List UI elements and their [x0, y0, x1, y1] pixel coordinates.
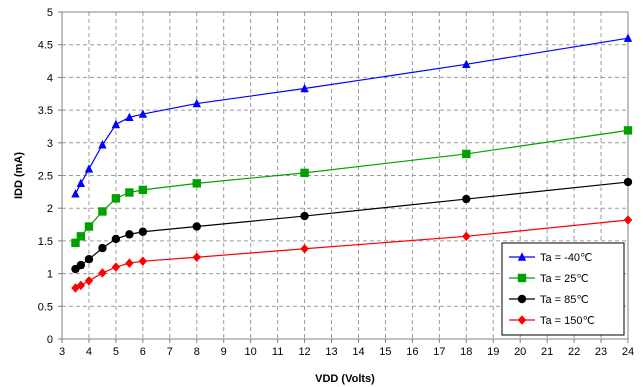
- x-axis: 3 4 5 6 7 8 9 10 11 12 13 14 15 16 17 18 19 20 21 22 23 24: [59, 339, 634, 358]
- legend-label: Ta = -40℃: [540, 252, 592, 264]
- data-point: [462, 231, 471, 242]
- x-tick-label: 18: [460, 346, 472, 358]
- data-point: [300, 244, 309, 254]
- data-point: [76, 260, 86, 270]
- x-tick-label: 3: [59, 346, 65, 358]
- x-tick-label: 12: [298, 346, 310, 358]
- data-point: [111, 262, 121, 272]
- data-point: [76, 178, 86, 188]
- data-point: [125, 112, 134, 121]
- y-tick-label: 0.5: [38, 301, 53, 313]
- data-point: [71, 283, 80, 293]
- x-tick-label: 13: [325, 346, 337, 358]
- data-point: [98, 243, 107, 253]
- x-tick-label: 19: [487, 346, 499, 358]
- data-point: [71, 189, 80, 198]
- data-point: [125, 258, 134, 268]
- series-line: [74, 37, 629, 195]
- data-point: [84, 164, 94, 173]
- x-tick-label: 24: [622, 346, 634, 358]
- x-tick-label: 9: [221, 346, 227, 358]
- y-tick-label: 2: [47, 203, 53, 215]
- data-point: [76, 280, 86, 291]
- data-point: [84, 276, 94, 286]
- legend-marker: [517, 294, 527, 304]
- data-point: [462, 59, 471, 69]
- x-tick-label: 7: [167, 346, 173, 358]
- y-tick-label: 1: [47, 269, 53, 281]
- series-ta-25: [71, 126, 633, 248]
- x-tick-label: 6: [140, 346, 146, 358]
- x-tick-label: 11: [272, 346, 283, 358]
- data-point: [462, 194, 471, 204]
- y-tick-label: 4: [47, 72, 53, 84]
- data-point: [125, 188, 134, 197]
- y-axis: 0 0.5 1 1.5 2 2.5 3 3.5 4 4.5 5: [38, 7, 62, 346]
- data-point: [98, 140, 107, 149]
- legend-marker: [517, 252, 527, 261]
- x-tick-label: 10: [245, 346, 257, 358]
- data-point: [84, 255, 94, 264]
- data-point: [192, 179, 201, 188]
- x-tick-label: 8: [194, 346, 200, 358]
- data-point: [192, 252, 201, 262]
- x-tick-label: 20: [514, 346, 526, 358]
- data-point: [462, 149, 471, 159]
- series-line: [75, 129, 629, 244]
- data-point: [300, 168, 309, 178]
- y-tick-label: 1.5: [38, 236, 53, 248]
- x-axis-title: VDD (Volts): [315, 373, 375, 385]
- data-point: [623, 33, 633, 42]
- x-tick-label: 15: [379, 346, 391, 358]
- x-tick-label: 14: [352, 346, 364, 358]
- series-ta-85: [71, 177, 633, 274]
- x-tick-label: 5: [113, 346, 119, 358]
- legend-marker: [517, 273, 527, 283]
- series-group: [71, 33, 633, 293]
- y-tick-label: 4.5: [38, 40, 53, 52]
- series-ta-150: [71, 215, 633, 293]
- x-tick-label: 22: [568, 346, 580, 358]
- data-point: [138, 109, 148, 118]
- data-point: [138, 227, 148, 236]
- y-tick-label: 5: [47, 7, 53, 19]
- legend-label: Ta = 25℃: [540, 273, 589, 285]
- y-tick-label: 0: [47, 334, 53, 346]
- legend: Ta = -40℃ Ta = 25℃ Ta = 85℃ Ta = 150℃: [501, 242, 625, 336]
- data-point: [623, 215, 633, 225]
- data-point: [98, 268, 107, 278]
- data-point: [138, 185, 148, 195]
- data-point: [111, 119, 121, 129]
- data-point: [84, 222, 94, 231]
- data-point: [125, 230, 134, 239]
- y-axis-title: IDD (mA): [13, 152, 25, 199]
- data-point: [76, 232, 86, 241]
- legend-marker: [517, 315, 527, 325]
- x-tick-label: 21: [541, 346, 553, 358]
- x-tick-label: 17: [433, 346, 445, 358]
- data-point: [623, 126, 633, 135]
- data-point: [300, 83, 309, 93]
- series-ta-minus40: [71, 33, 633, 198]
- data-point: [138, 256, 148, 266]
- legend-label: Ta = 150℃: [540, 315, 595, 327]
- data-point: [98, 207, 107, 216]
- legend-label: Ta = 85℃: [540, 294, 589, 306]
- x-tick-label: 23: [595, 346, 607, 358]
- y-tick-label: 3: [47, 138, 53, 150]
- y-tick-label: 2.5: [38, 171, 53, 183]
- data-point: [300, 211, 309, 221]
- data-point: [192, 98, 201, 108]
- data-point: [111, 194, 121, 203]
- data-point: [623, 177, 633, 187]
- y-tick-label: 3.5: [38, 105, 53, 117]
- data-point: [192, 222, 201, 231]
- x-tick-label: 4: [86, 346, 92, 358]
- data-point: [111, 234, 121, 244]
- data-point: [71, 238, 80, 248]
- x-tick-label: 16: [406, 346, 418, 358]
